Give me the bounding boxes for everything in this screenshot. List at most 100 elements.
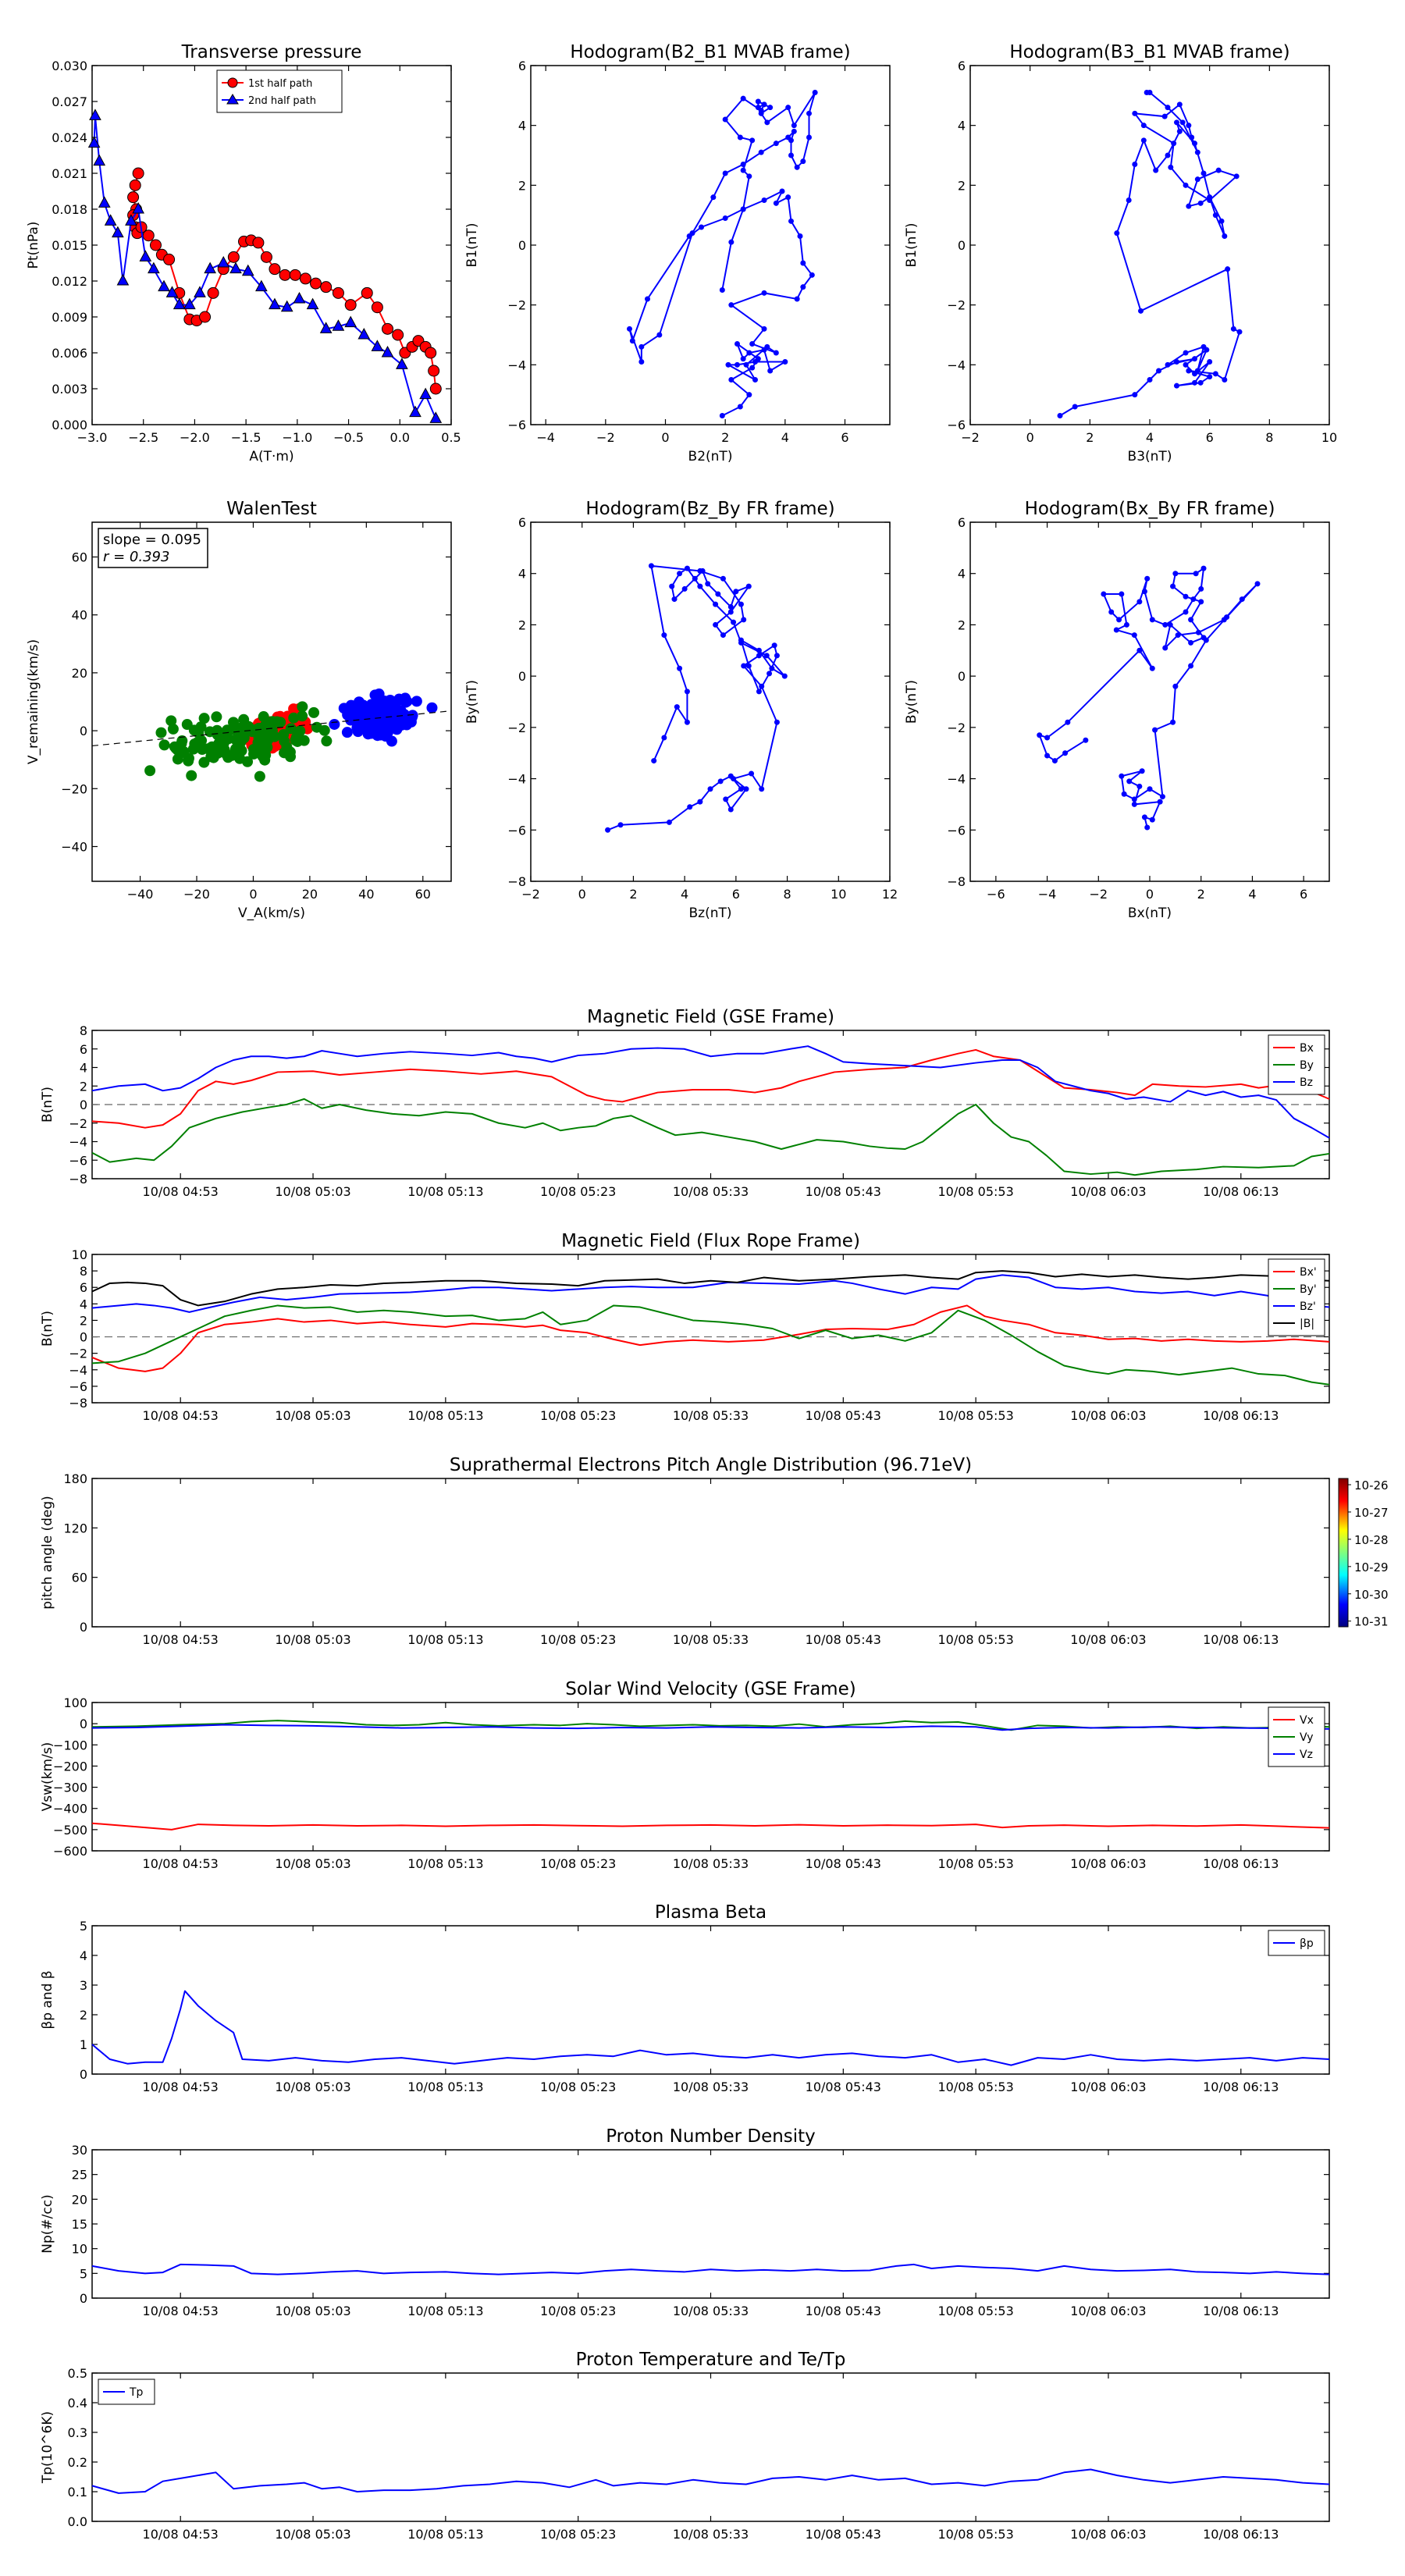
x-tick-label: 10/08 05:13 <box>407 1856 483 1871</box>
data-point <box>752 377 758 382</box>
data-point <box>369 689 381 701</box>
x-tick-label: 10/08 05:23 <box>540 1184 616 1199</box>
data-point <box>617 822 624 828</box>
data-point <box>794 296 800 302</box>
colorbar-label: 10-31 <box>1354 1615 1389 1629</box>
data-point <box>1183 350 1189 356</box>
y-tick-label: −6 <box>69 1379 87 1394</box>
data-point <box>176 735 188 747</box>
data-point <box>773 200 779 206</box>
y-tick-label: 6 <box>80 1280 87 1295</box>
data-point <box>191 737 203 749</box>
x-tick-label: 10/08 04:53 <box>143 1632 219 1647</box>
x-tick-label: 10/08 05:33 <box>673 1856 749 1871</box>
y-tick-label: 0.3 <box>68 2425 87 2440</box>
y-tick-label: 4 <box>80 1948 87 1963</box>
y-tick-label: −8 <box>507 874 526 889</box>
colorbar <box>1338 1478 1349 1628</box>
data-point <box>627 326 632 332</box>
data-point <box>674 704 680 710</box>
data-point <box>262 735 274 746</box>
data-point <box>112 226 124 238</box>
data-point <box>717 778 724 785</box>
data-point <box>719 287 725 293</box>
chart-ts2: Magnetic Field (Flux Rope Frame) 10/08 04… <box>40 1231 1330 1423</box>
data-point <box>218 738 229 749</box>
data-point <box>771 642 777 649</box>
data-point <box>763 653 770 659</box>
legend-box <box>216 69 343 113</box>
y-tick-label: 4 <box>518 567 526 582</box>
y-tick-label: −400 <box>53 1802 87 1816</box>
series-line-βp <box>91 1990 1330 2066</box>
data-point <box>129 179 141 191</box>
data-point <box>1141 814 1147 820</box>
x-tick-label: 10/08 04:53 <box>143 2080 219 2094</box>
x-tick-label: 40 <box>358 887 374 902</box>
data-point <box>738 786 744 792</box>
data-point <box>669 583 675 589</box>
y-tick-label: 0 <box>518 669 526 684</box>
x-tick-label: 10/08 06:03 <box>1070 1856 1146 1871</box>
x-tick-label: 20 <box>302 887 318 902</box>
data-point <box>1186 368 1192 374</box>
chart-title: Solar Wind Velocity (GSE Frame) <box>565 1679 855 1699</box>
y-tick-label: 20 <box>72 2192 87 2207</box>
data-point <box>684 688 690 695</box>
y-tick-label: 60 <box>72 1571 87 1585</box>
x-tick-label: 6 <box>1300 887 1307 902</box>
data-point <box>1140 123 1147 129</box>
legend-marker <box>227 77 238 88</box>
x-tick-label: 10/08 05:43 <box>806 1184 881 1199</box>
data-point <box>656 332 663 338</box>
data-point <box>749 770 755 777</box>
data-point <box>788 152 794 158</box>
data-point <box>749 365 756 371</box>
x-tick-label: 8 <box>1265 430 1273 445</box>
data-point <box>1113 627 1119 633</box>
series-line-Vz <box>91 1724 1330 1731</box>
y-tick-label: −6 <box>507 418 526 432</box>
data-point <box>1192 379 1197 386</box>
data-point <box>1140 137 1147 144</box>
colorbar-label: 10-28 <box>1354 1533 1389 1547</box>
data-point <box>806 110 812 116</box>
chart-title: WalenTest <box>226 499 317 519</box>
data-point <box>774 719 780 725</box>
data-point <box>1189 134 1195 141</box>
data-point <box>746 173 752 180</box>
data-point <box>1044 735 1051 741</box>
data-point <box>1116 617 1122 623</box>
y-tick-label: −2 <box>947 720 966 735</box>
data-point <box>332 319 345 331</box>
data-point <box>165 715 177 727</box>
data-point <box>382 705 393 717</box>
y-tick-label: −8 <box>69 1396 87 1411</box>
x-tick-label: 4 <box>1248 887 1256 902</box>
x-tick-label: 10/08 06:13 <box>1203 2304 1279 2318</box>
data-point <box>812 90 818 95</box>
data-point <box>1174 382 1179 389</box>
y-tick-label: 2 <box>958 178 966 193</box>
data-point <box>148 262 160 274</box>
data-point <box>1108 609 1115 615</box>
data-point <box>260 749 272 761</box>
data-point <box>725 361 731 368</box>
data-point <box>155 727 167 738</box>
data-point <box>318 724 330 736</box>
x-tick-label: 10/08 06:13 <box>1203 2527 1279 2542</box>
data-point <box>212 724 223 736</box>
x-tick-label: 10/08 05:13 <box>407 2304 483 2318</box>
data-point <box>1192 356 1197 362</box>
x-tick-label: 0 <box>1026 430 1034 445</box>
x-tick-label: 10/08 05:53 <box>937 1856 1013 1871</box>
x-tick-label: 0.0 <box>390 430 410 445</box>
x-tick-label: 12 <box>882 887 898 902</box>
y-axis-label: Tp(10^6K) <box>40 2411 55 2484</box>
data-point <box>1126 778 1133 785</box>
data-point <box>181 719 193 731</box>
data-point <box>745 583 752 589</box>
colorbar-label: 10-26 <box>1354 1478 1389 1493</box>
y-tick-label: 0.024 <box>52 130 87 145</box>
data-point <box>426 702 438 713</box>
